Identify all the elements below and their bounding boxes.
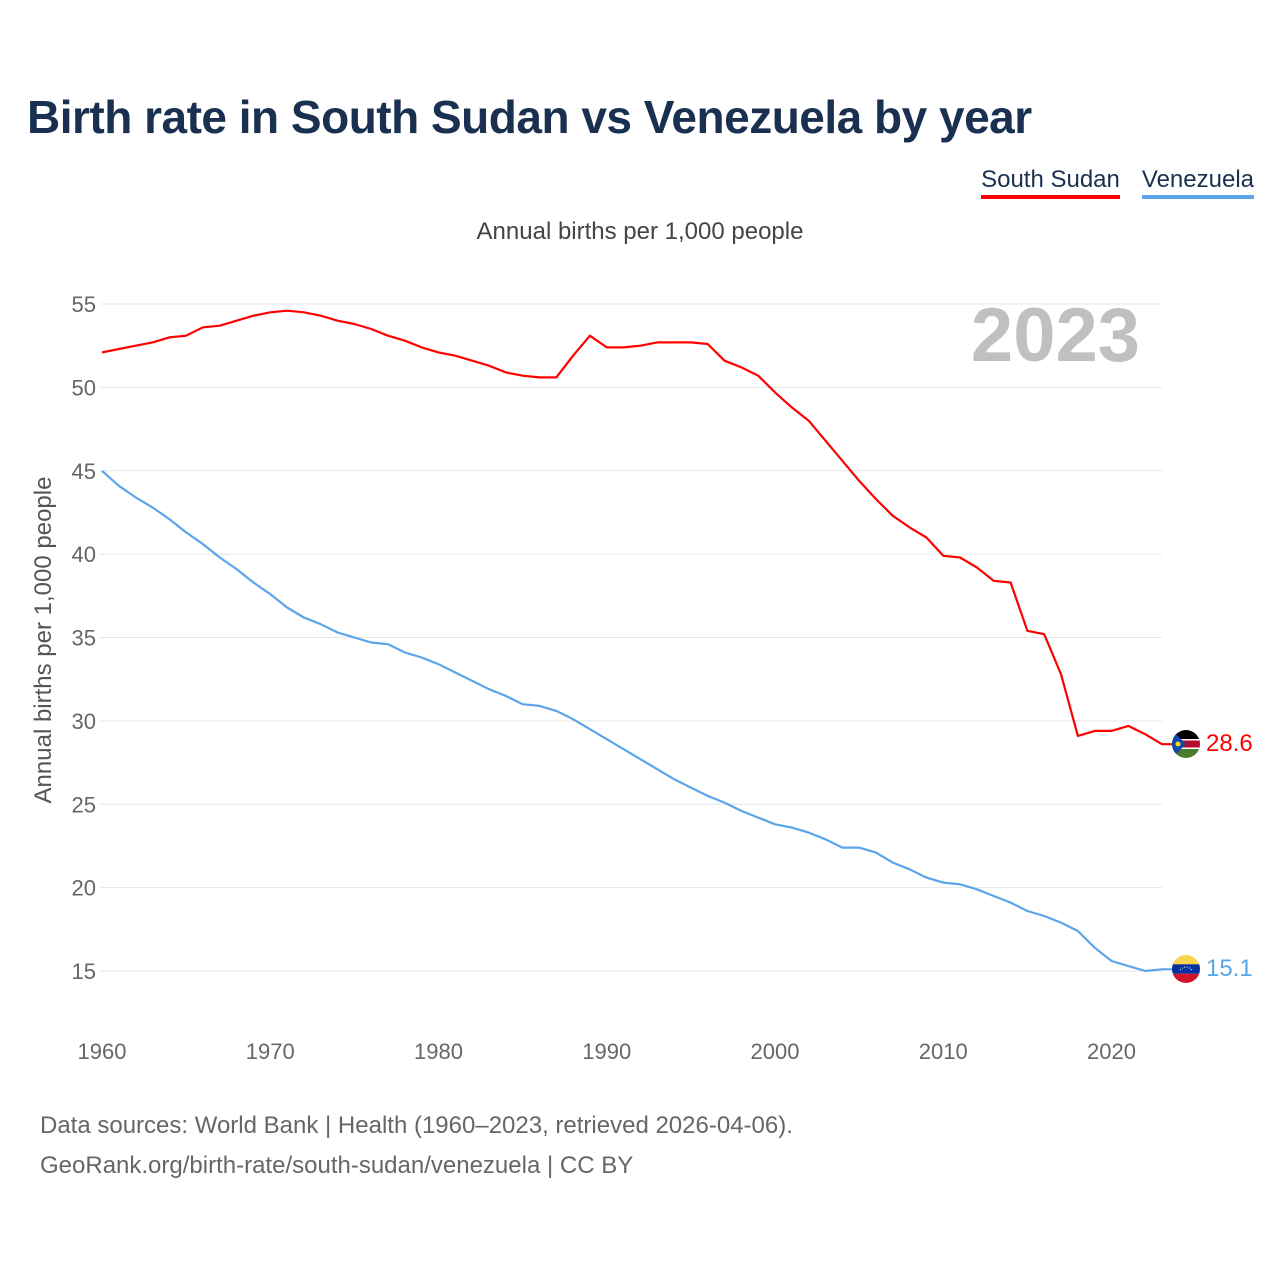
source-line-1: Data sources: World Bank | Health (1960–…	[40, 1112, 793, 1139]
y-tick-label: 45	[72, 459, 96, 484]
y-axis-label: Annual births per 1,000 people	[30, 477, 57, 804]
x-tick-label: 2020	[1087, 1039, 1136, 1064]
x-tick-label: 1960	[78, 1039, 127, 1064]
series-line-venezuela	[101, 469, 1172, 973]
legend-south-sudan[interactable]: South Sudan	[981, 166, 1120, 199]
y-tick-label: 40	[72, 542, 96, 567]
series-line-south-sudan	[101, 309, 1172, 746]
south-sudan-flag-icon	[1172, 730, 1200, 758]
y-tick-label: 20	[72, 876, 96, 901]
x-tick-label: 1990	[582, 1039, 631, 1064]
y-tick-label: 35	[72, 626, 96, 651]
x-tick-label: 1980	[414, 1039, 463, 1064]
south-sudan-end-label: 28.6	[1206, 730, 1253, 757]
chart-title: Birth rate in South Sudan vs Venezuela b…	[27, 91, 1032, 143]
legend: South Sudan Venezuela	[981, 166, 1254, 199]
venezuela-end-label: 15.1	[1206, 955, 1253, 982]
year-watermark: 2023	[971, 293, 1140, 378]
y-tick-label: 25	[72, 792, 96, 817]
x-tick-label: 2000	[751, 1039, 800, 1064]
chart-subtitle: Annual births per 1,000 people	[476, 218, 804, 245]
y-tick-label: 30	[72, 709, 96, 734]
y-tick-label: 15	[72, 959, 96, 984]
y-tick-label: 50	[72, 375, 96, 400]
source-line-2[interactable]: GeoRank.org/birth-rate/south-sudan/venez…	[40, 1152, 634, 1179]
x-tick-label: 2010	[919, 1039, 968, 1064]
y-tick-label: 55	[72, 292, 96, 317]
source-note: Data sources: World Bank | Health (1960–…	[40, 1106, 793, 1186]
legend-venezuela[interactable]: Venezuela	[1141, 166, 1254, 199]
x-tick-label: 1970	[246, 1039, 295, 1064]
venezuela-flag-icon	[1172, 955, 1200, 983]
